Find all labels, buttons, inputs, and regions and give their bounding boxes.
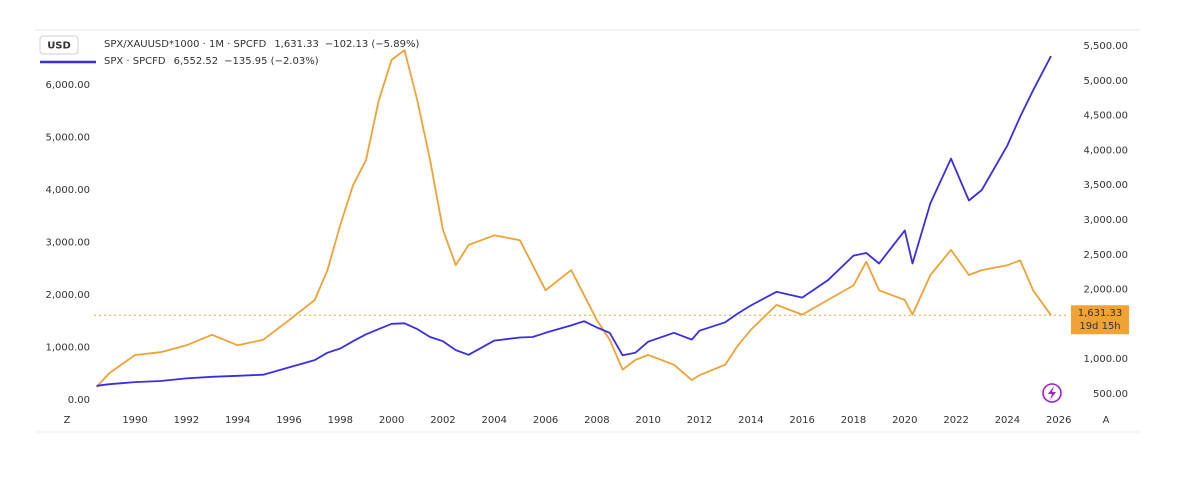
price-tag — [1071, 305, 1129, 335]
x-tick-label: 1996 — [276, 415, 301, 426]
y2-tick-label: 5,500.00 — [1083, 41, 1128, 52]
y-tick-label: 3,000.00 — [45, 238, 90, 249]
x-tick-label: 2010 — [635, 415, 660, 426]
y-tick-label: 5,000.00 — [45, 133, 90, 144]
currency-button[interactable] — [39, 35, 79, 55]
x-tick-label: 2022 — [943, 415, 968, 426]
currency-label: USD — [47, 41, 71, 52]
x-tick-label: 1998 — [328, 415, 353, 426]
x-tick-label: 2006 — [533, 415, 558, 426]
y2-tick-label: 2,000.00 — [1083, 285, 1128, 296]
x-tick-label: 2002 — [430, 415, 455, 426]
x-tick-label: 1994 — [225, 415, 250, 426]
y2-tick-label: 3,500.00 — [1083, 180, 1128, 191]
series-line — [96, 55, 1052, 387]
x-tick-label: 2004 — [482, 415, 507, 426]
legend-name: SPX/XAUUSD*1000 · 1M · SPCFD — [104, 39, 267, 50]
legend-change: −102.13 (−5.89%) — [325, 39, 420, 50]
x-tick-label: 1992 — [174, 415, 199, 426]
x-tick-label: 2026 — [1046, 415, 1071, 426]
y-tick-label: 0.00 — [68, 395, 90, 406]
y2-tick-label: 4,000.00 — [1083, 145, 1128, 156]
y2-tick-label: 4,500.00 — [1083, 111, 1128, 122]
legend-value: 6,552.52 — [174, 56, 219, 67]
x-tick-label: 2020 — [892, 415, 917, 426]
y2-tick-label: 3,000.00 — [1083, 215, 1128, 226]
alert-bolt — [1048, 386, 1056, 400]
legend-name: SPX · SPCFD — [104, 56, 166, 67]
series-line — [95, 49, 1052, 388]
y2-tick-label: 2,500.00 — [1083, 250, 1128, 261]
y2-tick-label: 500.00 — [1093, 389, 1128, 400]
y-tick-label: 6,000.00 — [45, 80, 90, 91]
corner-button[interactable]: Z — [64, 415, 71, 426]
x-tick-label: 1990 — [122, 415, 147, 426]
legend-value: 1,631.33 — [274, 39, 319, 50]
x-tick-label: 2018 — [841, 415, 866, 426]
y-tick-label: 4,000.00 — [45, 185, 90, 196]
x-tick-label: 2000 — [379, 415, 404, 426]
price-tag-countdown: 19d 15h — [1079, 321, 1120, 332]
legend-change: −135.95 (−2.03%) — [224, 56, 319, 67]
y2-tick-label: 5,000.00 — [1083, 76, 1128, 87]
x-tick-label: 2014 — [738, 415, 763, 426]
y-tick-label: 2,000.00 — [45, 290, 90, 301]
x-tick-label: 2012 — [687, 415, 712, 426]
alert-icon[interactable] — [1042, 383, 1062, 403]
price-tag-value: 1,631.33 — [1078, 308, 1123, 319]
y2-tick-label: 1,000.00 — [1083, 354, 1128, 365]
corner-button[interactable]: A — [1103, 415, 1110, 426]
x-tick-label: 2016 — [789, 415, 814, 426]
y-tick-label: 1,000.00 — [45, 342, 90, 353]
x-tick-label: 2008 — [584, 415, 609, 426]
x-tick-label: 2024 — [995, 415, 1020, 426]
